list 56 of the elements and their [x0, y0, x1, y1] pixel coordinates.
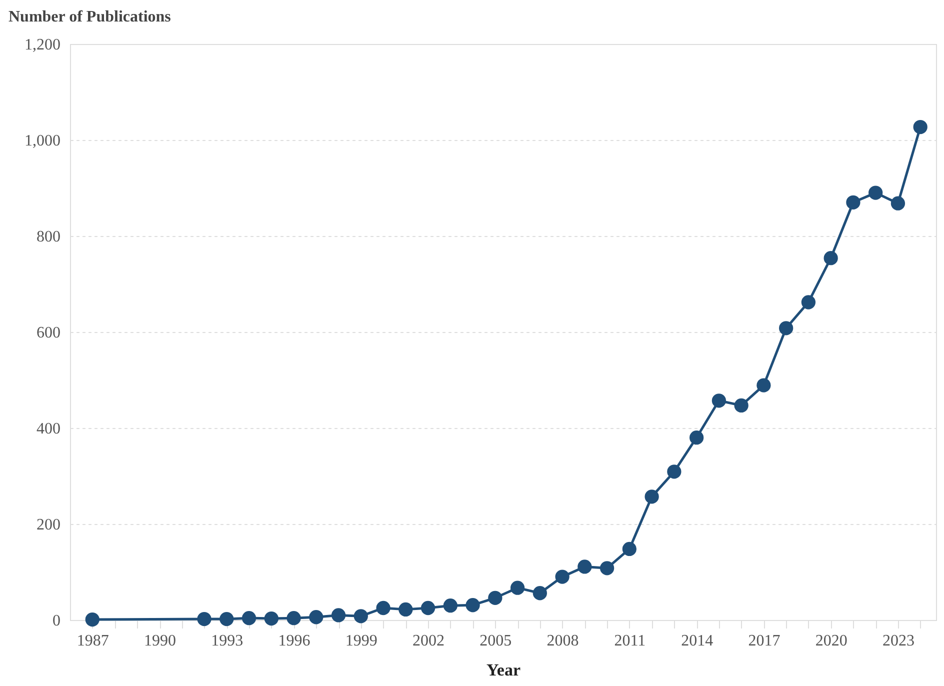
point [890, 196, 906, 210]
y-tick-label: 1,000 [24, 132, 60, 150]
point [578, 560, 592, 574]
x-tick-label: 2014 [681, 632, 714, 650]
point [264, 612, 278, 626]
point [354, 609, 368, 624]
point [779, 321, 794, 336]
point [622, 542, 637, 556]
x-tick-label: 1993 [211, 632, 244, 650]
point [532, 586, 547, 600]
point [689, 430, 704, 445]
point [443, 598, 458, 613]
point [420, 600, 436, 616]
x-axis-title: Year [486, 660, 521, 680]
y-tick-label: 200 [36, 516, 60, 534]
x-tick-label: 2017 [748, 632, 780, 650]
point [824, 251, 838, 266]
x-tick-label: 2011 [614, 632, 646, 650]
x-tick-label: 1996 [278, 632, 310, 650]
y-tick-label: 600 [36, 324, 60, 342]
x-tick-label: 2020 [815, 632, 848, 650]
point [85, 612, 100, 627]
point [913, 120, 928, 134]
point [644, 490, 659, 504]
point [600, 561, 614, 576]
x-tick-label: 1999 [345, 632, 378, 650]
point [510, 580, 525, 595]
point [488, 590, 502, 605]
point [242, 611, 256, 626]
point [846, 195, 860, 210]
x-tick-label: 2002 [412, 632, 445, 650]
y-tick-label: 400 [36, 420, 60, 438]
point [555, 570, 570, 584]
point [801, 295, 816, 310]
x-tick-label: 2005 [480, 632, 512, 650]
point [756, 378, 771, 392]
point [398, 602, 413, 616]
x-tick-label: 2023 [882, 632, 914, 650]
y-tick-label: 0 [52, 612, 60, 630]
x-tick-label: 1987 [76, 632, 109, 650]
point [376, 600, 390, 616]
point [197, 612, 212, 626]
point [868, 186, 883, 200]
y-tick-label: 800 [36, 228, 60, 246]
point [466, 598, 480, 612]
y-tick-label: 1,200 [24, 36, 60, 54]
point [220, 612, 234, 626]
x-tick-label: 2008 [546, 632, 579, 650]
point [331, 608, 346, 622]
point [286, 611, 301, 626]
point [309, 610, 324, 624]
point [667, 464, 682, 479]
y-axis-title: Number of Publications [8, 8, 171, 26]
x-tick-label: 1990 [144, 632, 176, 650]
point [712, 394, 726, 408]
point [734, 398, 748, 412]
